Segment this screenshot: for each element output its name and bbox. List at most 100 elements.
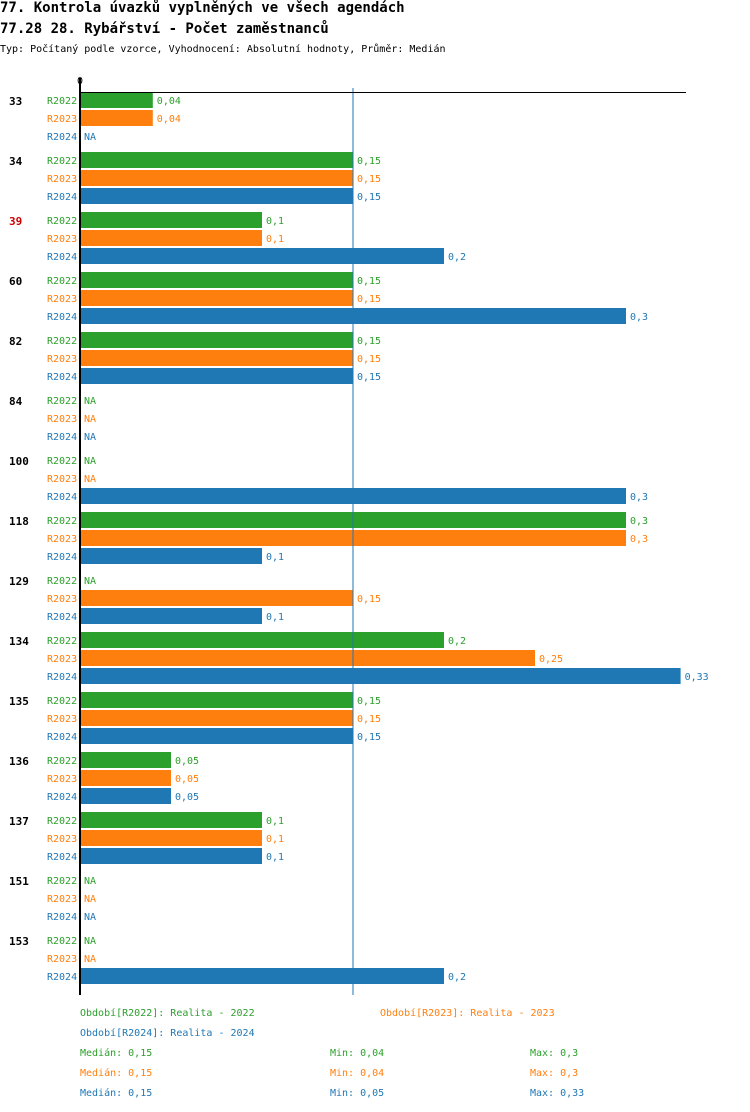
row-label-84-R2022: R2022 [47, 396, 77, 407]
group-label-118: 118 [9, 515, 29, 528]
value-label-60-R2023: 0,15 [357, 294, 381, 305]
chart-info: Typ: Počítaný podle vzorce, Vyhodnocení:… [0, 44, 446, 55]
value-label-136-R2024: 0,05 [175, 792, 199, 803]
na-label-151-R2022: NA [84, 876, 96, 887]
row-label-100-R2022: R2022 [47, 456, 77, 467]
bar-chart: 033R20220,04R20230,04R2024NA34R20220,15R… [9, 76, 709, 995]
value-label-33-R2022: 0,04 [157, 96, 181, 107]
row-label-134-R2023: R2023 [47, 654, 77, 665]
value-label-137-R2023: 0,1 [266, 834, 284, 845]
na-label-84-R2022: NA [84, 396, 96, 407]
row-label-153-R2022: R2022 [47, 936, 77, 947]
row-label-134-R2022: R2022 [47, 636, 77, 647]
legend-r2022: Období[R2022]: Realita - 2022 [80, 1008, 255, 1019]
row-label-118-R2024: R2024 [47, 552, 77, 563]
row-label-137-R2023: R2023 [47, 834, 77, 845]
stat-max-r2022: Max: 0,3 [530, 1048, 579, 1059]
group-label-129: 129 [9, 575, 29, 588]
bar-135-R2022 [80, 692, 353, 708]
row-label-137-R2022: R2022 [47, 816, 77, 827]
value-label-82-R2023: 0,15 [357, 354, 381, 365]
row-label-33-R2023: R2023 [47, 114, 77, 125]
row-label-118-R2022: R2022 [47, 516, 77, 527]
row-label-84-R2023: R2023 [47, 414, 77, 425]
bar-34-R2023 [80, 170, 353, 186]
bar-39-R2022 [80, 212, 262, 228]
value-label-136-R2022: 0,05 [175, 756, 199, 767]
bar-118-R2024 [80, 548, 262, 564]
bar-129-R2023 [80, 590, 353, 606]
bar-137-R2023 [80, 830, 262, 846]
group-label-100: 100 [9, 455, 29, 468]
row-label-135-R2024: R2024 [47, 732, 77, 743]
row-label-39-R2024: R2024 [47, 252, 77, 263]
value-label-60-R2024: 0,3 [630, 312, 648, 323]
na-label-151-R2024: NA [84, 912, 96, 923]
bar-135-R2023 [80, 710, 353, 726]
row-label-34-R2022: R2022 [47, 156, 77, 167]
na-label-129-R2022: NA [84, 576, 96, 587]
row-label-60-R2024: R2024 [47, 312, 77, 323]
legend-r2023: Období[R2023]: Realita - 2023 [380, 1008, 555, 1019]
value-label-118-R2022: 0,3 [630, 516, 648, 527]
stat-min-r2023: Min: 0,04 [330, 1068, 385, 1079]
row-label-82-R2024: R2024 [47, 372, 77, 383]
value-label-135-R2022: 0,15 [357, 696, 381, 707]
row-label-129-R2023: R2023 [47, 594, 77, 605]
row-label-135-R2022: R2022 [47, 696, 77, 707]
bar-135-R2024 [80, 728, 353, 744]
value-label-34-R2022: 0,15 [357, 156, 381, 167]
row-label-129-R2022: R2022 [47, 576, 77, 587]
row-label-33-R2022: R2022 [47, 96, 77, 107]
row-label-136-R2024: R2024 [47, 792, 77, 803]
legend-r2024: Období[R2024]: Realita - 2024 [80, 1028, 255, 1039]
group-label-33: 33 [9, 95, 22, 108]
bar-136-R2024 [80, 788, 171, 804]
value-label-39-R2024: 0,2 [448, 252, 466, 263]
row-label-136-R2023: R2023 [47, 774, 77, 785]
value-label-34-R2023: 0,15 [357, 174, 381, 185]
value-label-136-R2023: 0,05 [175, 774, 199, 785]
stat-max-r2024: Max: 0,33 [530, 1088, 585, 1099]
value-label-100-R2024: 0,3 [630, 492, 648, 503]
value-label-34-R2024: 0,15 [357, 192, 381, 203]
bar-34-R2024 [80, 188, 353, 204]
value-label-135-R2023: 0,15 [357, 714, 381, 725]
group-label-84: 84 [9, 395, 23, 408]
row-label-39-R2023: R2023 [47, 234, 77, 245]
bar-33-R2022 [80, 92, 153, 108]
bar-33-R2023 [80, 110, 153, 126]
value-label-39-R2023: 0,1 [266, 234, 284, 245]
row-label-60-R2023: R2023 [47, 294, 77, 305]
value-label-135-R2024: 0,15 [357, 732, 381, 743]
group-label-82: 82 [9, 335, 22, 348]
row-label-136-R2022: R2022 [47, 756, 77, 767]
row-label-153-R2023: R2023 [47, 954, 77, 965]
stat-median-r2022: Medián: 0,15 [80, 1048, 153, 1059]
bar-134-R2023 [80, 650, 535, 666]
stat-min-r2024: Min: 0,05 [330, 1088, 385, 1099]
group-label-135: 135 [9, 695, 29, 708]
row-label-82-R2023: R2023 [47, 354, 77, 365]
group-label-39: 39 [9, 215, 22, 228]
bar-129-R2024 [80, 608, 262, 624]
group-label-153: 153 [9, 935, 29, 948]
row-label-84-R2024: R2024 [47, 432, 77, 443]
value-label-153-R2024: 0,2 [448, 972, 466, 983]
value-label-134-R2023: 0,25 [539, 654, 563, 665]
na-label-84-R2024: NA [84, 432, 96, 443]
row-label-82-R2022: R2022 [47, 336, 77, 347]
row-label-137-R2024: R2024 [47, 852, 77, 863]
row-label-129-R2024: R2024 [47, 612, 77, 623]
group-label-136: 136 [9, 755, 29, 768]
bar-136-R2022 [80, 752, 171, 768]
row-label-39-R2022: R2022 [47, 216, 77, 227]
na-label-153-R2023: NA [84, 954, 96, 965]
bar-153-R2024 [80, 968, 444, 984]
bar-137-R2022 [80, 812, 262, 828]
stat-max-r2023: Max: 0,3 [530, 1068, 579, 1079]
bar-39-R2024 [80, 248, 444, 264]
na-label-151-R2023: NA [84, 894, 96, 905]
value-label-39-R2022: 0,1 [266, 216, 284, 227]
bar-60-R2022 [80, 272, 353, 288]
